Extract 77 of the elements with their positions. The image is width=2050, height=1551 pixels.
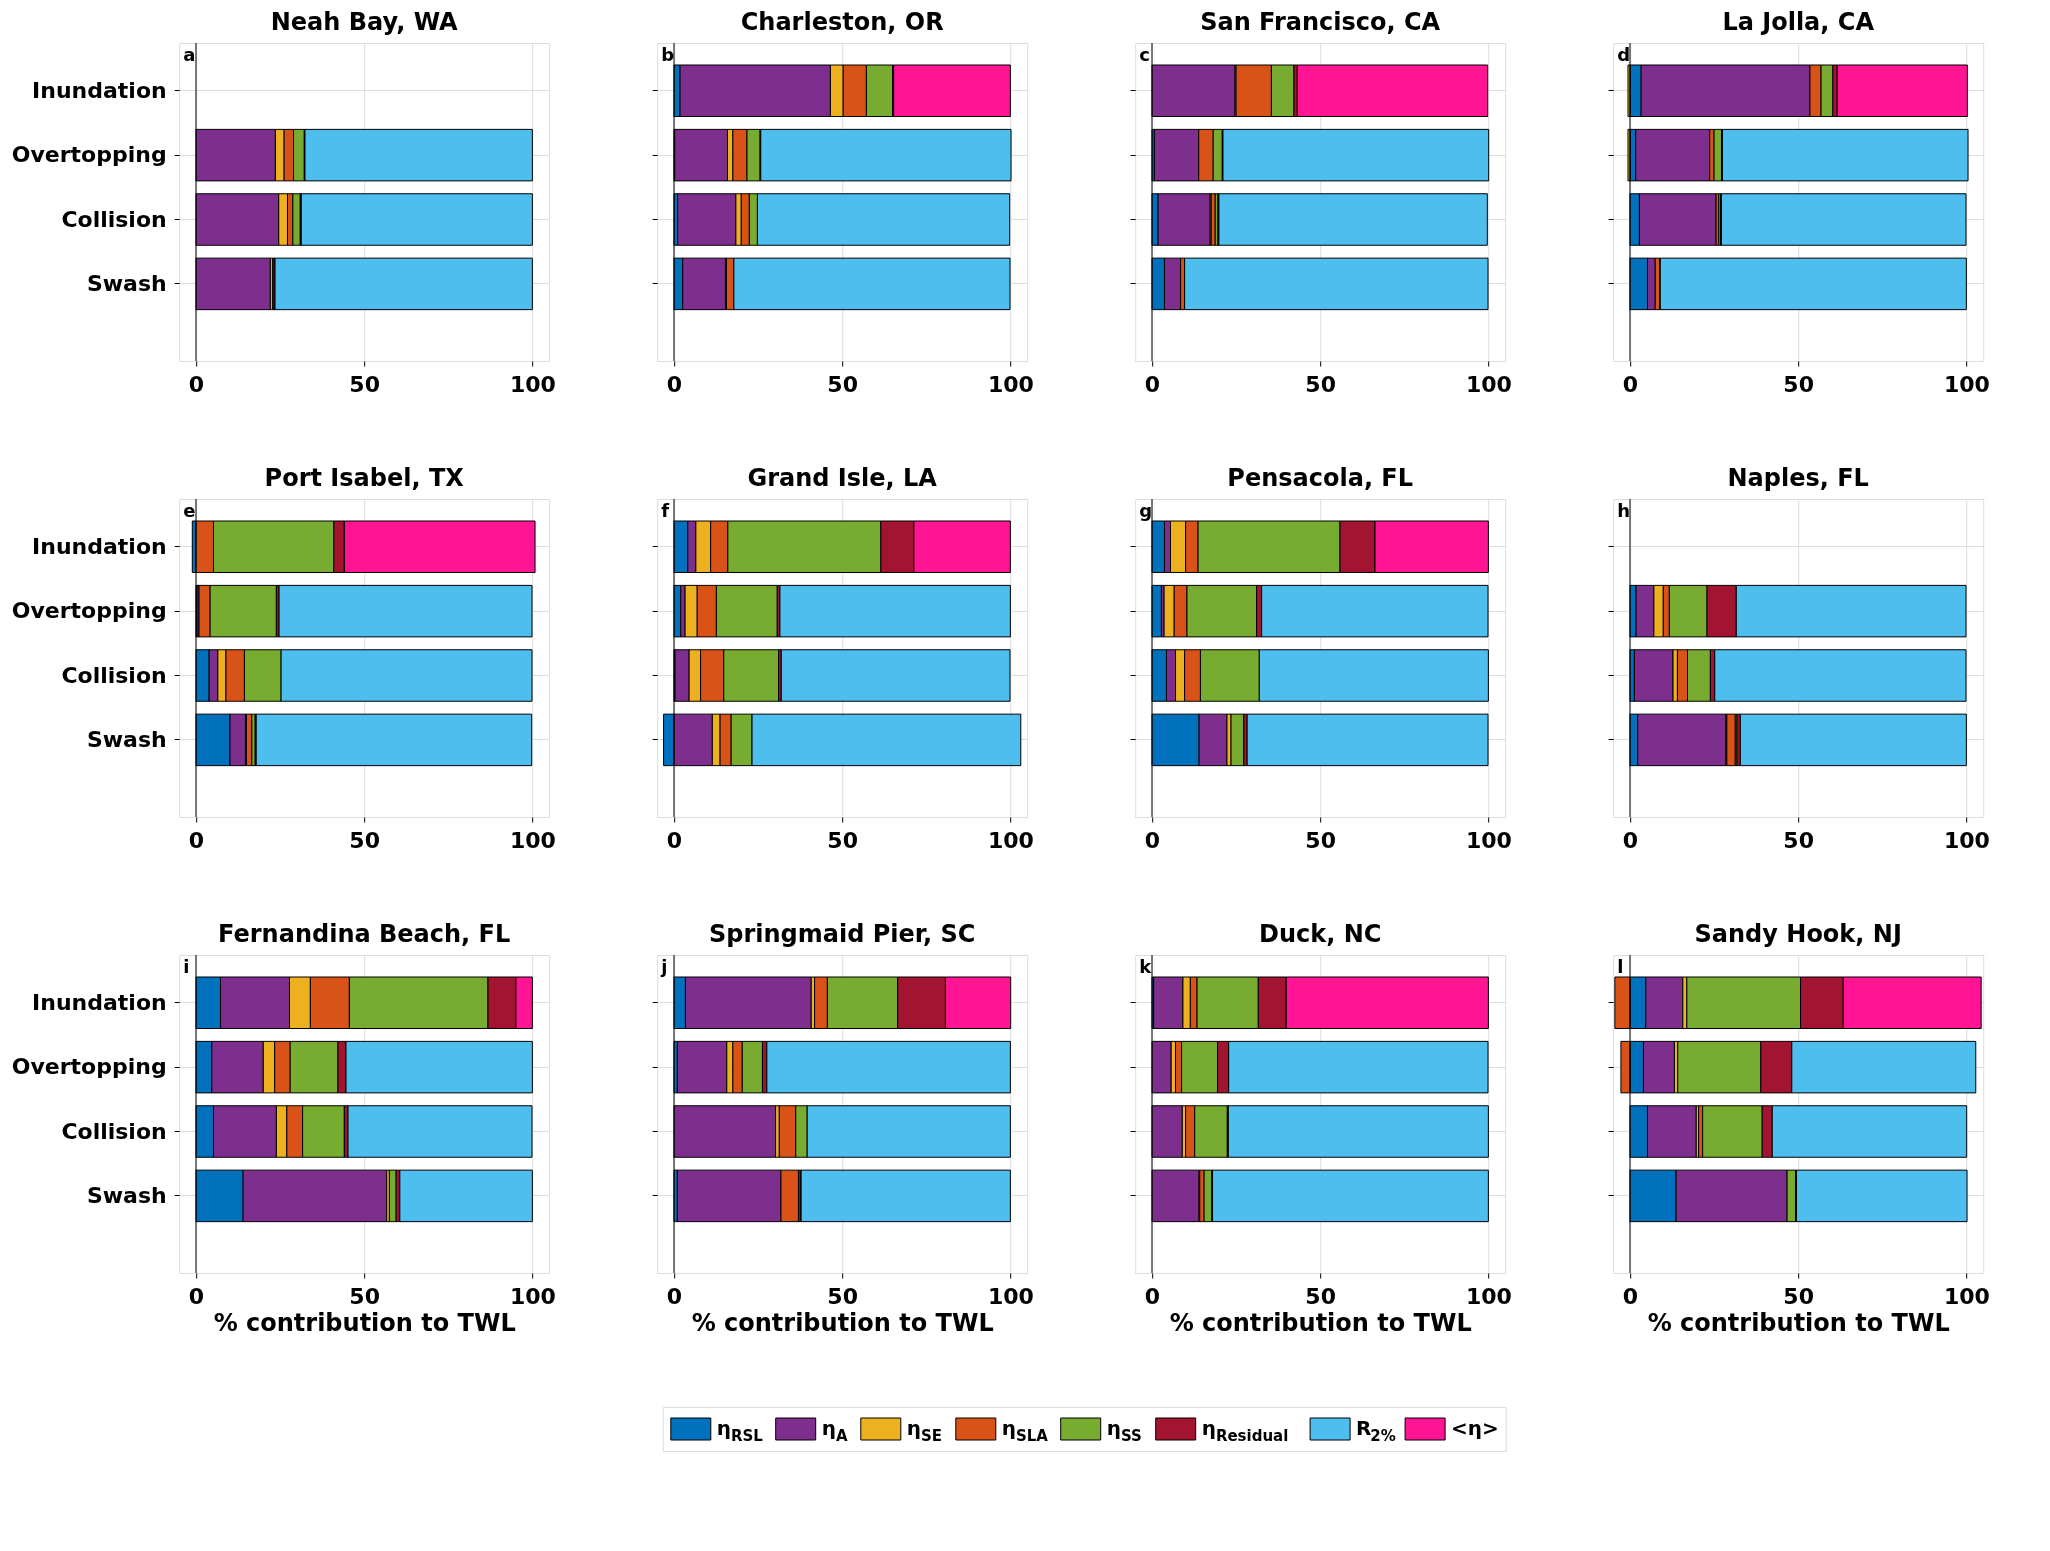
x-tick-label: 50 [349, 827, 380, 853]
x-tick-label: 100 [1465, 1283, 1512, 1309]
y-tick-label: Overtopping [11, 142, 167, 168]
x-tick-label: 0 [666, 827, 683, 853]
chart-title: Duck, NC [1258, 919, 1382, 948]
chart-title: Sandy Hook, NJ [1694, 919, 1902, 948]
annotation: c [1139, 44, 1150, 65]
x-tick-label: 50 [1305, 827, 1336, 853]
chart-title: Grand Isle, LA [747, 463, 938, 492]
x-tick-label: 100 [987, 371, 1034, 397]
x-tick-label: 100 [509, 371, 556, 397]
y-tick-label: Overtopping [11, 1054, 167, 1080]
legend-label: <η> [1451, 1416, 1499, 1440]
x-axis-title: % contribution to TWL [1647, 1308, 1950, 1337]
y-tick-label: Inundation [32, 533, 167, 559]
y-tick-label: Collision [61, 1118, 167, 1144]
x-tick-label: 50 [1305, 1283, 1336, 1309]
x-tick-label: 0 [1144, 1283, 1161, 1309]
y-tick-label: Collision [61, 662, 167, 688]
annotation: e [183, 500, 196, 521]
chart-title: San Francisco, CA [1200, 7, 1441, 36]
x-tick-label: 0 [666, 371, 683, 397]
x-tick-label: 100 [1943, 371, 1990, 397]
annotation: f [661, 500, 670, 521]
chart-title: Naples, FL [1727, 463, 1869, 492]
x-tick-label: 0 [1622, 827, 1639, 853]
y-tick-label: Inundation [32, 77, 167, 103]
annotation: a [183, 44, 196, 65]
x-axis-title: % contribution to TWL [213, 1308, 516, 1337]
x-tick-label: 0 [188, 827, 205, 853]
chart-title: Springmaid Pier, SC [708, 919, 976, 948]
x-tick-label: 100 [1465, 371, 1512, 397]
chart-title: Port Isabel, TX [264, 463, 465, 492]
annotation: d [1617, 44, 1631, 65]
y-tick-label: Inundation [32, 989, 167, 1015]
annotation: l [1617, 956, 1624, 977]
chart-title: Charleston, OR [740, 7, 944, 36]
x-tick-label: 100 [987, 827, 1034, 853]
x-tick-label: 100 [987, 1283, 1034, 1309]
x-tick-label: 50 [1783, 1283, 1814, 1309]
x-tick-label: 50 [1783, 827, 1814, 853]
annotation: g [1139, 500, 1153, 521]
annotation: k [1139, 956, 1153, 977]
y-tick-label: Overtopping [11, 598, 167, 624]
x-tick-label: 100 [509, 827, 556, 853]
x-tick-label: 0 [188, 1283, 205, 1309]
chart-title: Pensacola, FL [1227, 463, 1414, 492]
x-tick-label: 100 [1943, 827, 1990, 853]
x-tick-label: 50 [349, 1283, 380, 1309]
x-tick-label: 50 [827, 1283, 858, 1309]
annotation: j [660, 956, 668, 977]
x-tick-label: 0 [666, 1283, 683, 1309]
x-tick-label: 0 [1144, 827, 1161, 853]
y-tick-label: Swash [86, 270, 167, 296]
x-tick-label: 100 [509, 1283, 556, 1309]
y-tick-label: Swash [86, 726, 167, 752]
x-tick-label: 50 [827, 371, 858, 397]
x-tick-label: 0 [188, 371, 205, 397]
y-tick-label: Swash [86, 1182, 167, 1208]
x-axis-title: % contribution to TWL [1169, 1308, 1472, 1337]
x-tick-label: 0 [1144, 371, 1161, 397]
chart-title: Fernandina Beach, FL [218, 919, 511, 948]
x-axis-title: % contribution to TWL [691, 1308, 994, 1337]
x-tick-label: 100 [1943, 1283, 1990, 1309]
y-tick-label: Collision [61, 206, 167, 232]
annotation: h [1617, 500, 1631, 521]
chart-title: La Jolla, CA [1722, 7, 1875, 36]
x-tick-label: 50 [349, 371, 380, 397]
x-tick-label: 50 [1305, 371, 1336, 397]
x-tick-label: 100 [1465, 827, 1512, 853]
x-tick-label: 50 [827, 827, 858, 853]
x-tick-label: 0 [1622, 1283, 1639, 1309]
annotation: i [183, 956, 190, 977]
x-tick-label: 0 [1622, 371, 1639, 397]
annotation: b [661, 44, 675, 65]
x-tick-label: 50 [1783, 371, 1814, 397]
chart-title: Neah Bay, WA [270, 7, 459, 36]
